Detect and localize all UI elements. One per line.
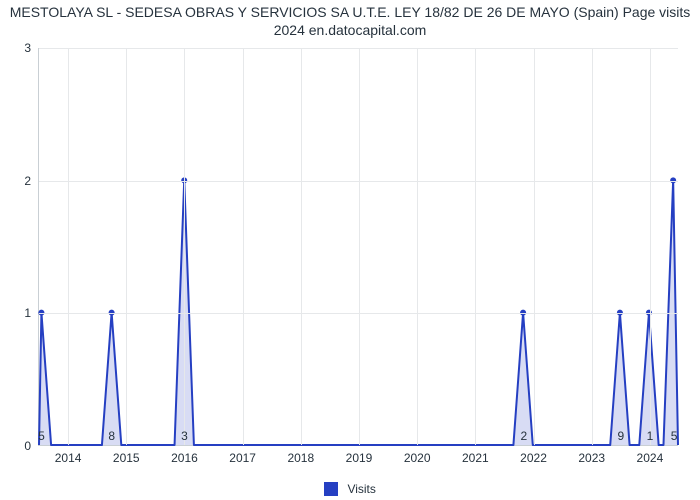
- x-tick-label: 2024: [637, 445, 664, 465]
- gridline-v: [650, 48, 651, 445]
- x-tick-label: 2015: [113, 445, 140, 465]
- x-tick-label: 2023: [578, 445, 605, 465]
- gridline-v: [68, 48, 69, 445]
- gridline-v: [184, 48, 185, 445]
- plot-area: 0123201420152016201720182019202020212022…: [38, 48, 678, 446]
- x-tick-label: 2018: [287, 445, 314, 465]
- x-tick-label: 2022: [520, 445, 547, 465]
- gridline-v: [475, 48, 476, 445]
- data-label: 1: [647, 427, 654, 443]
- x-tick-label: 2021: [462, 445, 489, 465]
- chart-container: MESTOLAYA SL - SEDESA OBRAS Y SERVICIOS …: [0, 0, 700, 500]
- data-label: 9: [617, 427, 624, 443]
- chart-title-line2: 2024 en.datocapital.com: [274, 22, 427, 38]
- data-label: 5: [671, 427, 678, 443]
- data-label: 2: [521, 427, 528, 443]
- x-tick-label: 2014: [55, 445, 82, 465]
- gridline-v: [417, 48, 418, 445]
- legend: Visits: [0, 481, 700, 496]
- gridline-v: [592, 48, 593, 445]
- gridline-v: [243, 48, 244, 445]
- y-tick-label: 1: [24, 306, 39, 320]
- x-tick-label: 2019: [346, 445, 373, 465]
- data-label: 8: [108, 427, 115, 443]
- x-tick-label: 2016: [171, 445, 198, 465]
- legend-label: Visits: [347, 482, 375, 496]
- gridline-v: [301, 48, 302, 445]
- data-label: 5: [38, 427, 45, 443]
- x-tick-label: 2017: [229, 445, 256, 465]
- gridline-v: [534, 48, 535, 445]
- data-label: 3: [181, 427, 188, 443]
- y-tick-label: 0: [24, 439, 39, 453]
- chart-title: MESTOLAYA SL - SEDESA OBRAS Y SERVICIOS …: [0, 4, 700, 39]
- chart-title-line1: MESTOLAYA SL - SEDESA OBRAS Y SERVICIOS …: [10, 4, 691, 20]
- y-tick-label: 3: [24, 41, 39, 55]
- legend-swatch: [324, 482, 338, 496]
- gridline-v: [126, 48, 127, 445]
- x-tick-label: 2020: [404, 445, 431, 465]
- y-tick-label: 2: [24, 174, 39, 188]
- gridline-v: [359, 48, 360, 445]
